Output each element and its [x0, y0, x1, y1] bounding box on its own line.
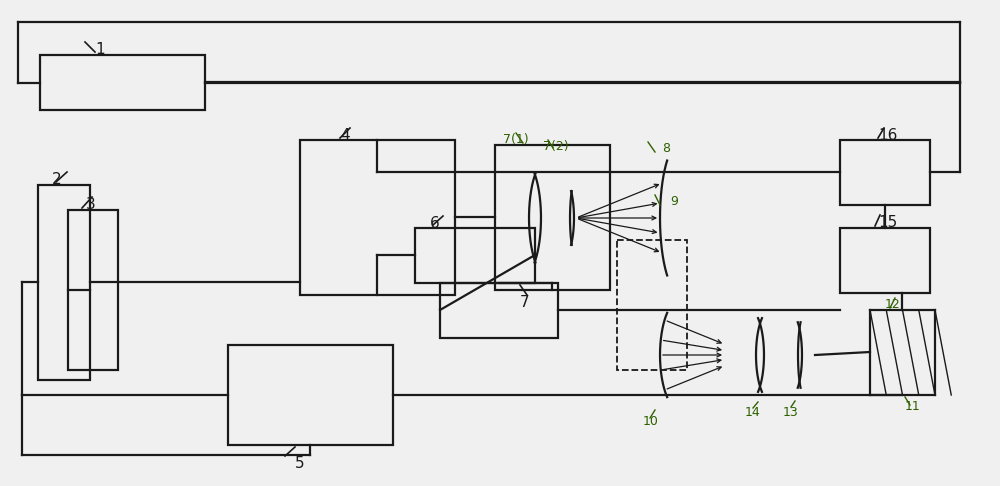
Text: 7(2): 7(2): [543, 140, 569, 153]
Text: 4: 4: [340, 128, 350, 143]
Text: 2: 2: [52, 172, 62, 187]
Bar: [415, 228, 535, 283]
Bar: [440, 283, 558, 338]
Text: 12: 12: [885, 298, 901, 311]
Text: 15: 15: [878, 215, 897, 230]
Text: 7: 7: [520, 295, 530, 310]
Bar: [68, 210, 118, 370]
Text: 14: 14: [745, 406, 761, 419]
Bar: [40, 55, 205, 110]
Bar: [228, 345, 393, 445]
Text: 10: 10: [643, 415, 659, 428]
Text: 1: 1: [95, 42, 105, 57]
Text: 11: 11: [905, 400, 921, 413]
Bar: [300, 140, 455, 295]
Bar: [38, 185, 90, 380]
Text: 13: 13: [783, 406, 799, 419]
Bar: [840, 228, 930, 293]
Text: 7(1): 7(1): [503, 133, 529, 146]
Text: 5: 5: [295, 456, 305, 471]
Bar: [495, 145, 610, 290]
Bar: [840, 140, 930, 205]
Text: 8: 8: [662, 142, 670, 155]
Text: 6: 6: [430, 216, 440, 231]
Bar: [617, 240, 687, 370]
Text: 9: 9: [670, 195, 678, 208]
Text: 16: 16: [878, 128, 897, 143]
Text: 3: 3: [86, 197, 96, 212]
